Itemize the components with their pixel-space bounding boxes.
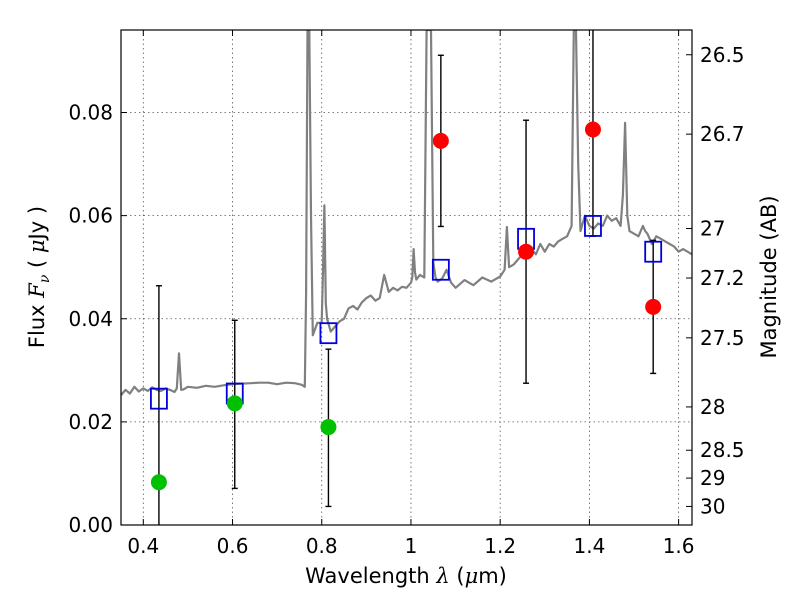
x-tick-label: 1 (405, 534, 418, 558)
y-tick-label: 0.00 (68, 513, 113, 537)
plot-frame (120, 29, 693, 526)
x-tick-label: 0.4 (127, 534, 159, 558)
model-square-point (584, 215, 602, 237)
measured-flux-point (432, 132, 449, 149)
y2-tick-label: 27 (700, 217, 725, 241)
y2-tick-label: 26.7 (700, 122, 745, 146)
y2-tick-label: 27.2 (700, 266, 745, 290)
x-tick-label: 1.6 (663, 534, 695, 558)
y-tick-label: 0.08 (68, 101, 113, 125)
y2-tick-label: 28 (700, 395, 725, 419)
y2-tick-label: 27.5 (700, 326, 745, 350)
y-tick-label: 0.02 (68, 410, 113, 434)
model-square-point (319, 322, 338, 345)
measured-flux-point (584, 121, 601, 138)
measured-flux-point (226, 395, 243, 412)
measured-flux-point (320, 419, 337, 436)
model-square-point (150, 387, 168, 410)
x-tick-label: 1.4 (573, 534, 605, 558)
x-tick-label: 1.2 (484, 534, 516, 558)
y2-tick-label: 30 (700, 494, 725, 518)
x-tick-label: 0.8 (306, 534, 338, 558)
x-tick-label: 0.6 (217, 534, 249, 558)
measured-flux-point (518, 243, 535, 260)
y2-axis-label: Magnitude (AB) (757, 195, 781, 358)
model-square-point (431, 258, 450, 281)
series-points (150, 30, 663, 525)
ticks: 0.4 0.6 0.8 1 1.2 1.4 1.6 0.00 0.02 0.04 0.06 0.08 2… (68, 30, 745, 558)
y2-tick-label: 29 (700, 466, 725, 490)
y2-tick-label: 26.5 (700, 43, 745, 67)
x-axis-label: Wavelength λ (μm) (305, 564, 507, 588)
y-tick-label: 0.04 (68, 307, 113, 331)
y2-tick-label: 28.5 (700, 438, 745, 462)
model-square-point (644, 240, 663, 263)
measured-flux-point (645, 298, 662, 315)
measured-flux-point (150, 474, 167, 491)
y-tick-label: 0.06 (68, 204, 113, 228)
